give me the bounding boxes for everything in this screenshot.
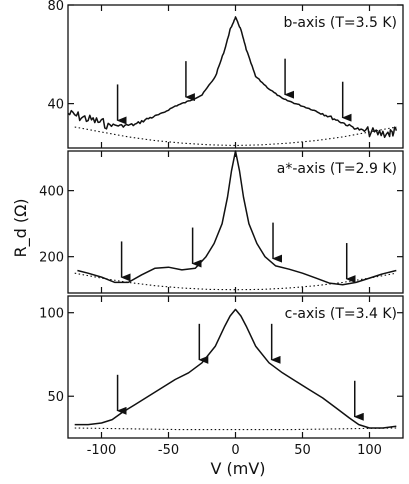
background-curve: [74, 427, 397, 431]
x-tick-label: -50: [158, 443, 179, 458]
panel-annotation: a*-axis (T=2.9 K): [277, 161, 397, 177]
panel-2: 200 400 a*-axis (T=2.9 K): [39, 150, 404, 294]
panel-1: 40 80 b-axis (T=3.5 K): [47, 0, 404, 149]
y-axis-label: R_d (Ω): [11, 198, 31, 257]
y-tick-label: 400: [39, 185, 64, 200]
y-tick-label: 80: [47, 0, 64, 14]
panel-annotation: b-axis (T=3.5 K): [283, 15, 397, 31]
data-curve: [77, 150, 397, 286]
y-tick-label: 200: [39, 251, 64, 266]
data-curve: [67, 16, 398, 139]
data-curve: [74, 308, 397, 429]
x-tick-label: 0: [231, 443, 239, 458]
y-tick-label: 100: [39, 307, 64, 322]
panel-3: 50 100 c-axis (T=3.4 K): [39, 295, 404, 439]
panel-annotation: c-axis (T=3.4 K): [285, 306, 397, 322]
x-tick-label: 100: [357, 443, 382, 458]
x-axis-label: V (mV): [210, 459, 265, 478]
y-tick-label: 50: [47, 390, 64, 405]
y-tick-label: 40: [47, 98, 64, 113]
background-curve: [74, 272, 397, 291]
x-tick-label: 50: [294, 443, 311, 458]
x-tick-label: -100: [87, 443, 117, 458]
